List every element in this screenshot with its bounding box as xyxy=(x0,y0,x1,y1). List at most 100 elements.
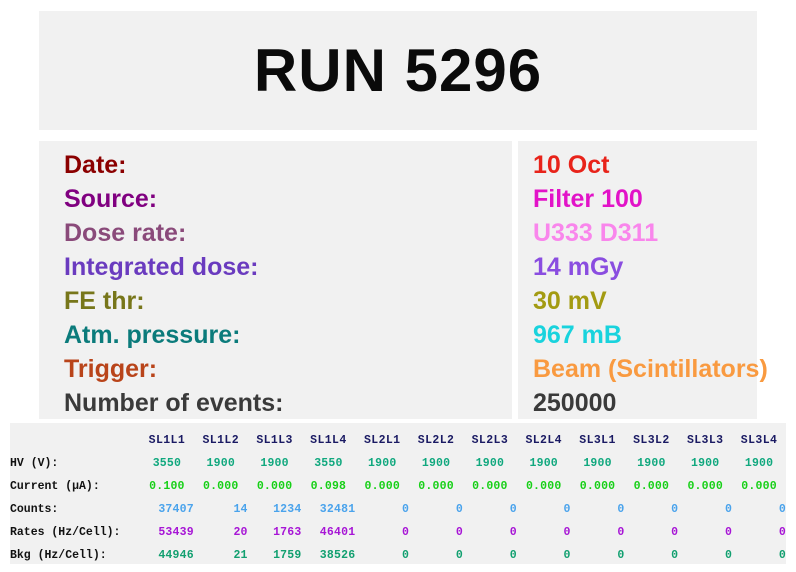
channel-table-panel: SL1L1 SL1L2 SL1L3 SL1L4 SL2L1 SL2L2 SL2L3 SL2L4… xyxy=(10,423,786,564)
run-title-panel: RUN 5296 xyxy=(39,11,757,130)
table-cell-current-μa-sl1l3: 0.000 xyxy=(256,480,293,493)
table-row: HV (V): 3550 1900 1900 3550 1900 1900 1900 1900 1… xyxy=(10,452,786,475)
table-cell-rates-hzcell-sl3l1: 0 xyxy=(617,526,625,539)
info-value-date: 10 Oct xyxy=(533,151,610,179)
table-corner-cell xyxy=(10,429,140,452)
table-row-label-counts: Counts: xyxy=(10,503,59,516)
table-cell-counts-sl2l2: 0 xyxy=(455,503,463,516)
table-cell-rates-hzcell-sl3l2: 0 xyxy=(671,526,679,539)
table-cell-counts-sl2l1: 0 xyxy=(402,503,410,516)
table-cell-hv-v-sl2l4: 1900 xyxy=(529,457,558,470)
table-column-header-sl1l2: SL1L2 xyxy=(202,434,239,447)
table-column-header-sl2l4: SL2L4 xyxy=(525,434,562,447)
table-column-header-sl3l2: SL3L2 xyxy=(633,434,670,447)
table-cell-rates-hzcell-sl2l2: 0 xyxy=(455,526,463,539)
table-cell-bkg-hzcell-sl2l2: 0 xyxy=(455,549,463,562)
info-value-dose-rate: U333 D311 xyxy=(533,219,659,247)
info-value-atm-pressure: 967 mB xyxy=(533,321,622,349)
table-cell-current-μa-sl3l1: 0.000 xyxy=(579,480,616,493)
page-title: RUN 5296 xyxy=(253,36,543,104)
table-cell-bkg-hzcell-sl2l1: 0 xyxy=(402,549,410,562)
table-cell-bkg-hzcell-sl1l4: 38526 xyxy=(319,549,356,562)
table-cell-rates-hzcell-sl1l3: 1763 xyxy=(273,526,302,539)
table-cell-counts-sl3l2: 0 xyxy=(671,503,679,516)
info-label-number-of-events: Number of events: xyxy=(64,389,284,417)
table-row-label-rates-hzcell: Rates (Hz/Cell): xyxy=(10,526,121,539)
run-info-labels-panel: Date: Source: Dose rate: Integrated dose: FE… xyxy=(39,141,512,419)
table-cell-current-μa-sl3l3: 0.000 xyxy=(687,480,723,493)
info-label-atm-pressure: Atm. pressure: xyxy=(64,321,241,349)
channel-table: SL1L1 SL1L2 SL1L3 SL1L4 SL2L1 SL2L2 SL2L3 SL2L4… xyxy=(10,429,786,567)
table-cell-current-μa-sl2l2: 0.000 xyxy=(418,480,454,493)
table-cell-rates-hzcell-sl1l4: 46401 xyxy=(319,526,356,539)
info-label-date: Date: xyxy=(64,151,127,179)
table-row: Current (μA): 0.100 0.000 0.000 0.098 0.000 0.… xyxy=(10,475,786,498)
table-cell-bkg-hzcell-sl2l4: 0 xyxy=(563,549,571,562)
table-cell-current-μa-sl2l4: 0.000 xyxy=(525,480,562,493)
table-cell-hv-v-sl1l2: 1900 xyxy=(206,457,235,470)
table-column-header-sl3l3: SL3L3 xyxy=(686,434,724,447)
table-cell-hv-v-sl1l4: 3550 xyxy=(314,457,343,470)
table-cell-hv-v-sl1l3: 1900 xyxy=(260,457,289,470)
table-column-header-sl3l1: SL3L1 xyxy=(579,434,616,447)
info-label-dose-rate: Dose rate: xyxy=(64,219,187,247)
table-cell-hv-v-sl2l2: 1900 xyxy=(421,457,451,470)
table-column-header-sl3l4: SL3L4 xyxy=(740,434,778,447)
table-cell-bkg-hzcell-sl3l4: 0 xyxy=(778,549,786,562)
channel-table-body: HV (V): 3550 1900 1900 3550 1900 1900 1900 1900 1… xyxy=(10,452,786,567)
table-cell-bkg-hzcell-sl1l2: 21 xyxy=(233,549,248,562)
info-label-fe-thr: FE thr: xyxy=(64,287,145,315)
table-cell-rates-hzcell-sl2l1: 0 xyxy=(402,526,410,539)
table-header-row: SL1L1 SL1L2 SL1L3 SL1L4 SL2L1 SL2L2 SL2L3 SL2L4… xyxy=(10,429,786,452)
table-column-header-sl2l1: SL2L1 xyxy=(363,434,401,447)
table-cell-rates-hzcell-sl1l2: 20 xyxy=(233,526,248,539)
table-cell-current-μa-sl1l2: 0.000 xyxy=(202,480,239,493)
table-row-label-current-μa: Current (μA): xyxy=(10,480,100,493)
info-value-number-of-events: 250000 xyxy=(533,389,617,417)
channel-table-head: SL1L1 SL1L2 SL1L3 SL1L4 SL2L1 SL2L2 SL2L3 SL2L4… xyxy=(10,429,786,452)
table-cell-current-μa-sl3l4: 0.000 xyxy=(741,480,777,493)
table-cell-counts-sl3l4: 0 xyxy=(778,503,786,516)
info-label-integrated-dose: Integrated dose: xyxy=(64,253,259,281)
table-cell-counts-sl3l1: 0 xyxy=(617,503,625,516)
table-cell-counts-sl2l4: 0 xyxy=(563,503,571,516)
table-cell-rates-hzcell-sl3l4: 0 xyxy=(778,526,786,539)
table-column-header-sl1l1: SL1L1 xyxy=(148,434,186,447)
table-cell-rates-hzcell-sl2l3: 0 xyxy=(509,526,517,539)
table-cell-current-μa-sl2l1: 0.000 xyxy=(364,480,400,493)
table-row: Bkg (Hz/Cell): 44946 21 1759 38526 0 0 0 0 0 0 0 0 xyxy=(10,544,786,567)
table-cell-bkg-hzcell-sl1l3: 1759 xyxy=(273,549,302,562)
table-cell-current-μa-sl1l1: 0.100 xyxy=(149,480,185,493)
table-column-header-sl2l3: SL2L3 xyxy=(471,434,509,447)
table-cell-bkg-hzcell-sl3l2: 0 xyxy=(671,549,679,562)
table-cell-bkg-hzcell-sl2l3: 0 xyxy=(509,549,517,562)
table-cell-current-μa-sl2l3: 0.000 xyxy=(472,480,508,493)
table-row-label-bkg-hzcell: Bkg (Hz/Cell): xyxy=(10,549,107,562)
table-cell-bkg-hzcell-sl3l3: 0 xyxy=(725,549,733,562)
table-cell-bkg-hzcell-sl1l1: 44946 xyxy=(158,549,194,562)
info-value-source: Filter 100 xyxy=(533,185,643,213)
table-column-header-sl2l2: SL2L2 xyxy=(417,434,455,447)
info-value-fe-thr: 30 mV xyxy=(533,287,607,315)
table-cell-hv-v-sl3l4: 1900 xyxy=(744,457,774,470)
info-label-source: Source: xyxy=(64,185,158,213)
run-info-values-panel: 10 Oct Filter 100 U333 D311 14 mGy 30 mV 967 … xyxy=(518,141,768,419)
table-row: Counts: 37407 14 1234 32481 0 0 0 0 0 0 0 0 xyxy=(10,498,786,521)
table-cell-counts-sl1l4: 32481 xyxy=(319,503,356,516)
table-row-label-hv-v: HV (V): xyxy=(10,457,59,470)
info-label-trigger: Trigger: xyxy=(64,355,158,383)
table-column-header-sl1l3: SL1L3 xyxy=(256,434,293,447)
table-cell-hv-v-sl2l1: 1900 xyxy=(368,457,397,470)
table-cell-counts-sl1l1: 37407 xyxy=(158,503,194,516)
info-value-trigger: Beam (Scintillators) xyxy=(533,355,768,383)
table-cell-counts-sl3l3: 0 xyxy=(725,503,733,516)
table-cell-current-μa-sl3l2: 0.000 xyxy=(633,480,670,493)
table-cell-bkg-hzcell-sl3l1: 0 xyxy=(617,549,625,562)
info-value-integrated-dose: 14 mGy xyxy=(533,253,624,281)
table-cell-rates-hzcell-sl3l3: 0 xyxy=(725,526,733,539)
table-column-header-sl1l4: SL1L4 xyxy=(310,434,347,447)
table-row: Rates (Hz/Cell): 53439 20 1763 46401 0 0 0 0 0 0 0 0 xyxy=(10,521,786,544)
table-cell-counts-sl1l2: 14 xyxy=(233,503,248,516)
table-cell-rates-hzcell-sl1l1: 53439 xyxy=(158,526,194,539)
table-cell-counts-sl1l3: 1234 xyxy=(273,503,302,516)
